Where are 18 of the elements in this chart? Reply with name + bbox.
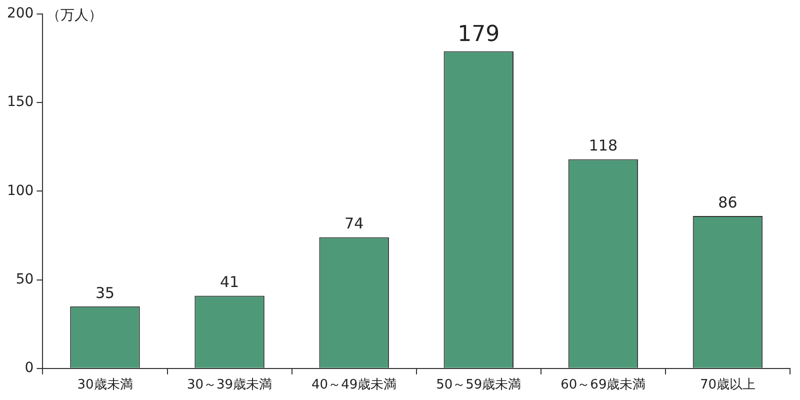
x-tick-label: 30～39歳未満 <box>186 378 272 393</box>
x-tick-label: 40～49歳未満 <box>312 378 397 393</box>
y-tick-label: 150 <box>6 94 34 110</box>
y-tick-label: 200 <box>6 6 34 22</box>
data-label: 35 <box>95 284 115 302</box>
data-label: 74 <box>344 214 364 233</box>
data-label: 179 <box>458 22 500 47</box>
x-tick-label: 30歳未満 <box>77 378 133 393</box>
x-tick-label: 60～69歳未満 <box>560 378 646 393</box>
y-tick-label: 100 <box>6 182 34 199</box>
x-tick-label: 70歳以上 <box>700 378 756 393</box>
x-tick-label: 50～59歳未満 <box>436 378 522 393</box>
y-tick-label: 0 <box>24 360 34 376</box>
data-label: 118 <box>588 136 618 155</box>
y-axis-title: （万人） <box>46 8 103 24</box>
data-label: 86 <box>718 193 738 212</box>
data-label: 41 <box>220 273 240 292</box>
y-tick-label: 50 <box>16 271 34 288</box>
